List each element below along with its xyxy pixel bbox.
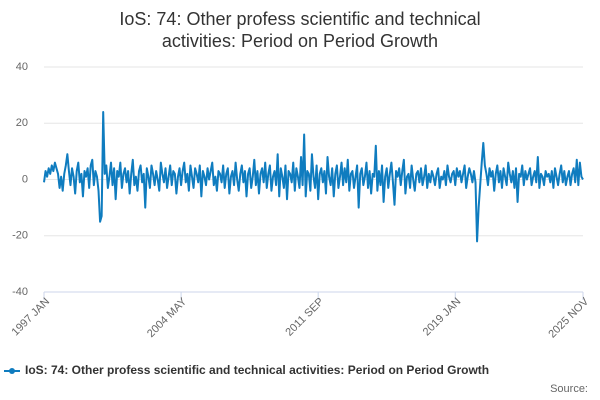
series-line	[43, 111, 584, 243]
legend-label: IoS: 74: Other profess scientific and te…	[25, 363, 489, 377]
chart-title: IoS: 74: Other profess scientific and te…	[119, 9, 481, 51]
y-tick-label: -20	[12, 230, 28, 242]
legend-marker	[9, 368, 15, 374]
x-tick-label: 2025 NOV	[546, 295, 591, 340]
y-tick-label: 40	[16, 61, 28, 73]
x-tick-label: 2011 SEP	[283, 296, 326, 339]
y-tick-label: -40	[12, 286, 28, 298]
x-tick-label: 2019 JAN	[421, 296, 464, 339]
source: Source:	[550, 383, 588, 395]
y-tick-label: 20	[16, 117, 28, 129]
x-tick-label: 2004 MAY	[145, 295, 190, 340]
y-tick-label: 0	[22, 173, 28, 185]
x-tick-label: 1997 JAN	[10, 296, 53, 339]
